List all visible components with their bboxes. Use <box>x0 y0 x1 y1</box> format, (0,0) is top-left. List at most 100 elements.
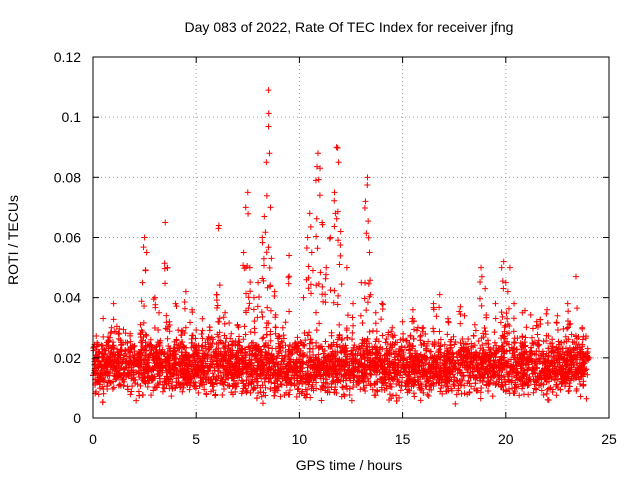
data-point <box>398 382 405 389</box>
data-point <box>378 316 385 323</box>
data-point <box>213 291 220 298</box>
data-point <box>356 368 363 375</box>
data-point <box>252 350 259 357</box>
data-point <box>445 354 452 361</box>
data-point <box>250 306 257 313</box>
data-point <box>566 352 573 359</box>
data-point <box>214 305 221 312</box>
data-point <box>287 356 294 363</box>
data-point <box>119 376 126 383</box>
data-point <box>216 315 223 322</box>
data-point <box>537 316 544 323</box>
data-point <box>164 335 171 342</box>
data-point <box>242 357 249 364</box>
data-point <box>91 361 98 368</box>
data-point <box>191 373 198 380</box>
data-point <box>517 355 524 362</box>
data-point <box>115 330 122 337</box>
data-point <box>579 336 586 343</box>
data-point <box>417 397 424 404</box>
data-point <box>324 369 331 376</box>
data-point <box>303 391 310 398</box>
data-point <box>564 356 571 363</box>
data-point <box>500 285 507 292</box>
data-point <box>156 309 163 316</box>
data-point <box>361 295 368 302</box>
data-point <box>430 364 437 371</box>
data-point <box>310 376 317 383</box>
data-point <box>235 338 242 345</box>
data-point <box>397 387 404 394</box>
data-point <box>495 381 502 388</box>
data-point <box>272 324 279 331</box>
data-point <box>276 343 283 350</box>
data-point <box>297 339 304 346</box>
data-point <box>374 354 381 361</box>
data-point <box>361 366 368 373</box>
data-point <box>193 366 200 373</box>
data-point <box>277 365 284 372</box>
data-point <box>254 303 261 310</box>
data-point <box>467 361 474 368</box>
data-point <box>313 215 320 222</box>
data-point <box>543 332 550 339</box>
data-point <box>511 354 518 361</box>
data-point <box>216 282 223 289</box>
data-point <box>323 376 330 383</box>
data-point <box>127 349 134 356</box>
data-point <box>388 375 395 382</box>
data-point <box>244 364 251 371</box>
data-point <box>418 381 425 388</box>
data-point <box>457 381 464 388</box>
data-point <box>456 366 463 373</box>
data-point <box>499 343 506 350</box>
data-point <box>443 358 450 365</box>
data-point <box>297 368 304 375</box>
data-point <box>118 342 125 349</box>
data-point <box>213 380 220 387</box>
data-point <box>566 380 573 387</box>
data-point <box>281 392 288 399</box>
data-point <box>466 380 473 387</box>
data-point <box>409 359 416 366</box>
data-point <box>565 336 572 343</box>
data-point <box>124 386 131 393</box>
data-point <box>553 320 560 327</box>
data-point <box>225 342 232 349</box>
data-point <box>148 392 155 399</box>
data-point <box>414 364 421 371</box>
data-point <box>128 375 135 382</box>
data-point <box>264 367 271 374</box>
data-point <box>519 334 526 341</box>
data-point <box>400 330 407 337</box>
data-point <box>300 341 307 348</box>
data-point <box>457 339 464 346</box>
data-point <box>365 234 372 241</box>
data-point <box>549 340 556 347</box>
data-point <box>128 388 135 395</box>
data-point <box>372 320 379 327</box>
data-point <box>195 389 202 396</box>
data-point <box>190 363 197 370</box>
data-point <box>276 333 283 340</box>
data-point <box>458 351 465 358</box>
data-point <box>540 391 547 398</box>
data-point <box>247 279 254 286</box>
data-point <box>232 370 239 377</box>
data-point <box>435 380 442 387</box>
data-point <box>372 309 379 316</box>
data-point <box>548 358 555 365</box>
data-point <box>511 339 518 346</box>
data-point <box>448 336 455 343</box>
data-point <box>152 304 159 311</box>
data-point <box>434 373 441 380</box>
data-point <box>150 387 157 394</box>
data-point <box>371 380 378 387</box>
data-point <box>171 385 178 392</box>
data-point <box>357 386 364 393</box>
data-point <box>438 382 445 389</box>
data-point <box>441 361 448 368</box>
data-point <box>529 340 536 347</box>
data-point <box>372 392 379 399</box>
data-point <box>549 368 556 375</box>
